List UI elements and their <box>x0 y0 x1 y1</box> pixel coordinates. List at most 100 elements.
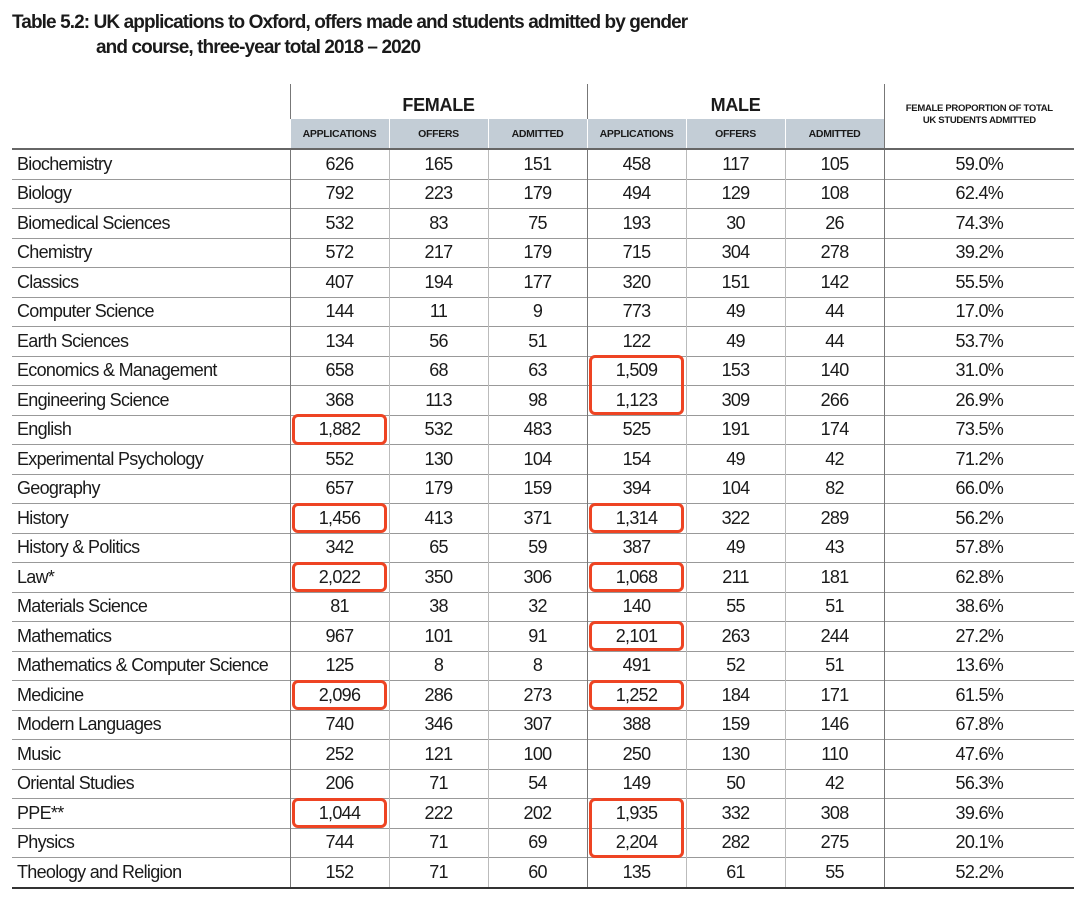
male-applications-cell: 458 <box>586 148 687 179</box>
course-name-cell: Biochemistry <box>12 148 290 179</box>
male-offers-cell: 153 <box>685 355 786 386</box>
female-offers-cell: 179 <box>388 473 488 504</box>
table-body: Biochemistry 626 165 151 458 117 105 59.0% Biolo… <box>12 148 1075 889</box>
male-offers-cell: 322 <box>685 503 786 533</box>
female-applications-cell: 658 <box>289 355 389 386</box>
female-applications-header: APPLICATIONS <box>289 119 389 149</box>
female-admitted-cell: 59 <box>487 532 588 563</box>
table-row: History & Politics 342 65 59 387 49 43 57.8% <box>12 532 1075 563</box>
table-row: Oriental Studies 206 71 54 149 50 42 56.3% <box>12 768 1075 799</box>
female-proportion-cell: 71.2% <box>883 444 1075 474</box>
male-admitted-cell: 266 <box>784 385 885 415</box>
course-name-cell: Biomedical Sciences <box>12 208 290 238</box>
female-proportion-cell: 31.0% <box>883 355 1075 386</box>
male-admitted-cell: 105 <box>784 148 885 179</box>
male-admitted-header: ADMITTED <box>784 119 885 149</box>
course-name-cell: Oriental Studies <box>12 768 290 799</box>
female-admitted-cell: 75 <box>487 208 588 238</box>
female-admitted-cell: 8 <box>487 650 588 681</box>
female-admitted-cell: 151 <box>487 148 588 179</box>
male-applications-cell: 388 <box>586 709 687 740</box>
title-line-1: Table 5.2: UK applications to Oxford, of… <box>12 12 688 33</box>
female-admitted-cell: 306 <box>487 562 588 592</box>
course-name-cell: Classics <box>12 267 290 297</box>
male-applications-cell: 1,068 <box>586 562 687 592</box>
male-offers-cell: 49 <box>685 326 786 356</box>
male-offers-cell: 130 <box>685 739 786 769</box>
course-name-cell: History <box>12 503 290 533</box>
male-admitted-cell: 43 <box>784 532 885 563</box>
female-offers-cell: 165 <box>388 148 488 179</box>
male-applications-cell: 494 <box>586 178 687 209</box>
female-applications-cell: 342 <box>289 532 389 563</box>
female-admitted-cell: 177 <box>487 267 588 297</box>
male-offers-cell: 50 <box>685 768 786 799</box>
male-admitted-cell: 44 <box>784 326 885 356</box>
male-offers-cell: 104 <box>685 473 786 504</box>
female-admitted-cell: 371 <box>487 503 588 533</box>
female-applications-cell: 81 <box>289 591 389 622</box>
female-applications-cell: 552 <box>289 444 389 474</box>
male-applications-cell: 387 <box>586 532 687 563</box>
table-row: Mathematics 967 101 91 2,101 263 244 27.2% <box>12 621 1075 651</box>
female-offers-header: OFFERS <box>388 119 488 149</box>
female-offers-cell: 8 <box>388 650 488 681</box>
female-admitted-cell: 54 <box>487 768 588 799</box>
male-admitted-cell: 51 <box>784 650 885 681</box>
female-offers-cell: 56 <box>388 326 488 356</box>
male-offers-cell: 282 <box>685 827 786 858</box>
male-admitted-cell: 108 <box>784 178 885 209</box>
male-offers-cell: 263 <box>685 621 786 651</box>
male-admitted-cell: 110 <box>784 739 885 769</box>
male-admitted-cell: 42 <box>784 444 885 474</box>
male-offers-cell: 49 <box>685 532 786 563</box>
course-name-cell: Biology <box>12 178 290 209</box>
female-offers-cell: 217 <box>388 237 488 268</box>
female-offers-cell: 286 <box>388 680 488 710</box>
male-applications-cell: 491 <box>586 650 687 681</box>
course-name-cell: Earth Sciences <box>12 326 290 356</box>
female-offers-cell: 223 <box>388 178 488 209</box>
course-name-cell: Modern Languages <box>12 709 290 740</box>
course-name-cell: Economics & Management <box>12 355 290 386</box>
female-offers-cell: 413 <box>388 503 488 533</box>
table-row: Economics & Management 658 68 63 1,509 153 140… <box>12 355 1075 386</box>
male-offers-cell: 55 <box>685 591 786 622</box>
table-row: Mathematics & Computer Science 125 8 8 491 52… <box>12 650 1075 681</box>
female-offers-cell: 71 <box>388 857 488 889</box>
female-applications-cell: 744 <box>289 827 389 858</box>
female-admitted-cell: 104 <box>487 444 588 474</box>
female-admitted-cell: 179 <box>487 237 588 268</box>
female-admitted-header: ADMITTED <box>487 119 588 149</box>
female-offers-cell: 113 <box>388 385 488 415</box>
course-name-cell: Music <box>12 739 290 769</box>
course-name-cell: Computer Science <box>12 296 290 327</box>
female-admitted-cell: 273 <box>487 680 588 710</box>
male-group-header: MALE <box>586 84 885 119</box>
female-admitted-cell: 179 <box>487 178 588 209</box>
male-offers-cell: 151 <box>685 267 786 297</box>
female-offers-cell: 130 <box>388 444 488 474</box>
male-admitted-cell: 289 <box>784 503 885 533</box>
female-offers-cell: 38 <box>388 591 488 622</box>
table-row: Chemistry 572 217 179 715 304 278 39.2% <box>12 237 1075 268</box>
female-proportion-cell: 39.6% <box>883 798 1075 828</box>
male-applications-cell: 2,204 <box>586 827 687 858</box>
female-proportion-cell: 66.0% <box>883 473 1075 504</box>
course-name-cell: Materials Science <box>12 591 290 622</box>
female-applications-cell: 152 <box>289 857 389 889</box>
male-offers-cell: 129 <box>685 178 786 209</box>
female-admitted-cell: 9 <box>487 296 588 327</box>
female-admitted-cell: 159 <box>487 473 588 504</box>
female-proportion-cell: 57.8% <box>883 532 1075 563</box>
course-name-cell: English <box>12 414 290 445</box>
male-admitted-cell: 308 <box>784 798 885 828</box>
female-offers-cell: 11 <box>388 296 488 327</box>
female-proportion-cell: 67.8% <box>883 709 1075 740</box>
male-applications-cell: 1,935 <box>586 798 687 828</box>
female-proportion-cell: 62.4% <box>883 178 1075 209</box>
course-name-cell: Geography <box>12 473 290 504</box>
table-row: Classics 407 194 177 320 151 142 55.5% <box>12 267 1075 297</box>
male-offers-cell: 191 <box>685 414 786 445</box>
female-admitted-cell: 483 <box>487 414 588 445</box>
